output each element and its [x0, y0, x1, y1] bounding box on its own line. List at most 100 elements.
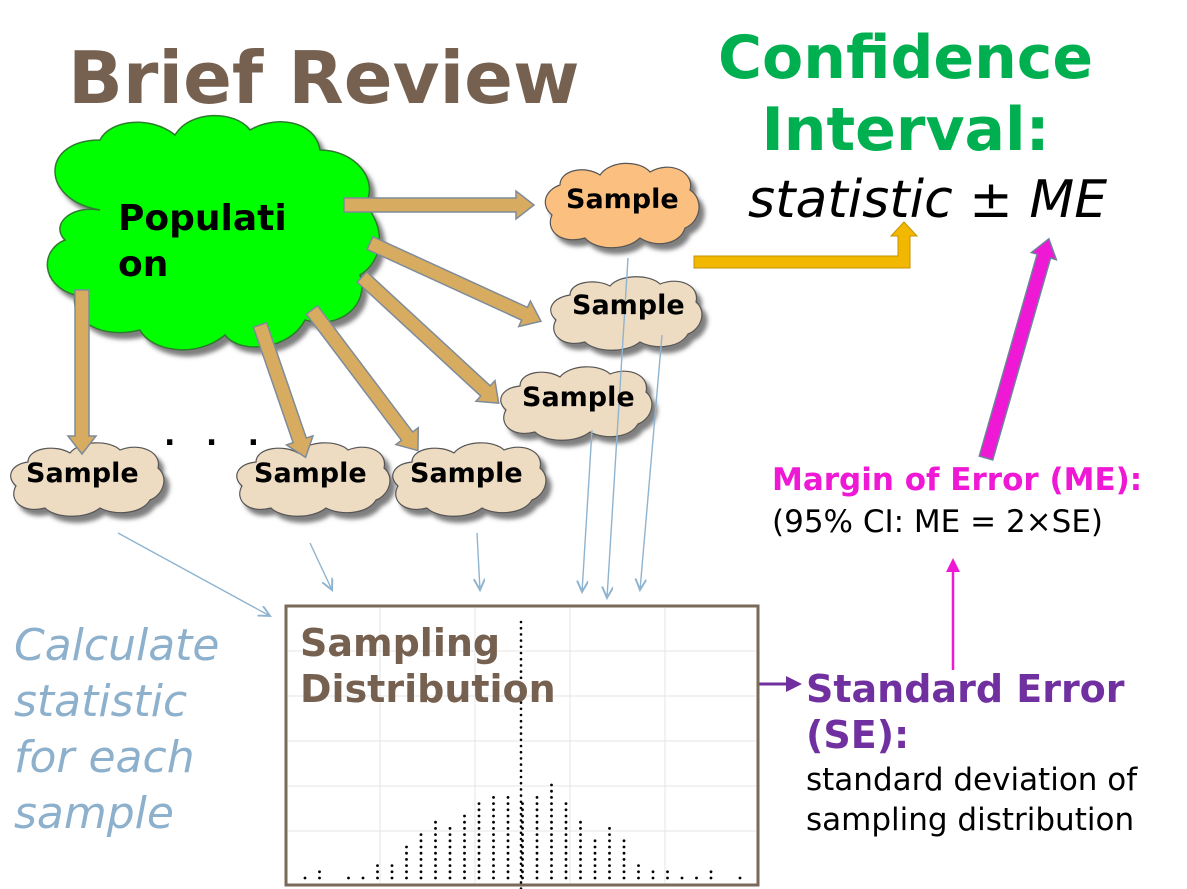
standard-error-title: Standard Error (SE): — [806, 666, 1176, 758]
dotplot-dot — [536, 833, 539, 836]
dotplot-dot — [463, 827, 466, 830]
dotplot-dot — [550, 815, 553, 818]
standard-error-desc-line2: sampling distribution — [806, 800, 1186, 840]
dotplot-dot — [550, 846, 553, 849]
dotplot-dot — [520, 770, 523, 773]
dotplot-dot — [550, 864, 553, 867]
dotplot-dot — [507, 846, 510, 849]
thin-arrow-4 — [582, 430, 592, 592]
arrow-se-to-me — [946, 558, 960, 670]
calculate-line2: statistic — [14, 674, 274, 730]
sample-label-bottom-3: Sample — [410, 458, 523, 489]
dotplot-dot — [420, 839, 423, 842]
thin-arrow-1 — [118, 533, 270, 616]
dotplot-dot — [391, 870, 394, 873]
dotplot-dot — [536, 877, 539, 880]
dotplot-dot — [434, 839, 437, 842]
dotplot-dot — [405, 858, 408, 861]
dotplot-dot — [550, 821, 553, 824]
dotplot-dot — [594, 870, 597, 873]
dotplot-dot — [666, 877, 669, 880]
dotplot-dot — [520, 856, 523, 859]
dotplot-dot — [507, 796, 510, 799]
dotplot-dot — [478, 864, 481, 867]
dotplot-dot — [507, 870, 510, 873]
dotplot-dot — [420, 858, 423, 861]
dotplot-dot — [520, 869, 523, 872]
dotplot-dot — [623, 846, 626, 849]
dotplot-dot — [520, 875, 523, 878]
dotplot-dot — [565, 821, 568, 824]
dotplot-dot — [550, 802, 553, 805]
dotplot-dot — [681, 877, 684, 880]
dotplot-dot — [536, 858, 539, 861]
dotplot-dot — [520, 726, 523, 729]
dotplot-dot — [536, 808, 539, 811]
dotplot-dot — [434, 852, 437, 855]
dotplot-dot — [362, 877, 365, 880]
dotplot-dot — [550, 833, 553, 836]
dotplot-dot — [520, 788, 523, 791]
dotplot-dot — [449, 858, 452, 861]
thin-arrow-3 — [477, 533, 480, 590]
dotplot-dot — [652, 870, 655, 873]
dotplot-dot — [520, 825, 523, 828]
dotplot-dot — [536, 852, 539, 855]
thin-arrow-2 — [310, 543, 332, 590]
dotplot-dot — [507, 827, 510, 830]
dotplot-dot — [550, 790, 553, 793]
dotplot-dot — [550, 784, 553, 787]
dotplot-dot — [608, 877, 611, 880]
dotplot-dot — [520, 832, 523, 835]
dotplot-dot — [420, 870, 423, 873]
thin-arrow-6 — [640, 335, 662, 590]
dotplot-dot — [434, 821, 437, 824]
dotplot-dot — [520, 732, 523, 735]
dotplot-dot — [608, 839, 611, 842]
dotplot-dot — [623, 870, 626, 873]
dotplot-dot — [536, 827, 539, 830]
dotplot-dot — [463, 833, 466, 836]
dotplot-dot — [536, 796, 539, 799]
dotplot-dot — [449, 839, 452, 842]
dotplot-dot — [594, 839, 597, 842]
dotplot-dot — [594, 877, 597, 880]
dotplot-dot — [492, 802, 495, 805]
dotplot-dot — [565, 839, 568, 842]
dotplot-dot — [434, 858, 437, 861]
sample-label-mid: Sample — [572, 290, 685, 321]
dotplot-dot — [536, 802, 539, 805]
dotplot-dot — [391, 877, 394, 880]
dotplot-dot — [449, 846, 452, 849]
dotplot-dot — [623, 852, 626, 855]
dotplot-dot — [478, 839, 481, 842]
dotplot-dot — [608, 864, 611, 867]
dotplot-dot — [507, 808, 510, 811]
dotplot-dot — [520, 819, 523, 822]
dotplot-dot — [652, 877, 655, 880]
dotplot-dot — [376, 877, 379, 880]
dotplot-dot — [492, 821, 495, 824]
dotplot-dot — [579, 852, 582, 855]
dotplot-dot — [520, 881, 523, 884]
dotplot-dot — [520, 763, 523, 766]
dotplot-dot — [463, 870, 466, 873]
dotplot-dot — [463, 858, 466, 861]
dotplot-dot — [420, 852, 423, 855]
confidence-interval-heading: Confidence Interval: — [718, 22, 1093, 166]
dotplot-dot — [579, 870, 582, 873]
dotplot-dot — [710, 870, 713, 873]
dotplot-dot — [608, 846, 611, 849]
dotplot-dot — [478, 827, 481, 830]
dotplot-dot — [478, 821, 481, 824]
dotplot-dot — [507, 802, 510, 805]
dotplot-dot — [536, 846, 539, 849]
dotplot-dot — [579, 827, 582, 830]
dotplot-dot — [608, 833, 611, 836]
dotplot-dot — [608, 858, 611, 861]
dotplot-dot — [449, 852, 452, 855]
dotplot-dot — [594, 846, 597, 849]
dotplot-dot — [520, 807, 523, 810]
dotplot-dot — [478, 877, 481, 880]
dotplot-dot — [565, 833, 568, 836]
